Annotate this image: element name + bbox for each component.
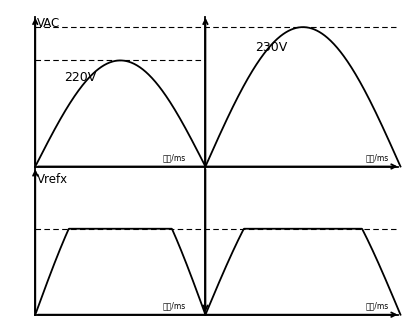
- Text: 时间/ms: 时间/ms: [163, 302, 186, 311]
- Text: 时间/ms: 时间/ms: [163, 154, 186, 163]
- Text: 时间/ms: 时间/ms: [366, 302, 389, 311]
- Text: Vrefx: Vrefx: [37, 173, 68, 186]
- Text: VAC: VAC: [37, 17, 61, 30]
- Text: 220V: 220V: [64, 71, 97, 84]
- Text: 时间/ms: 时间/ms: [366, 154, 389, 163]
- Text: 230V: 230V: [255, 41, 288, 54]
